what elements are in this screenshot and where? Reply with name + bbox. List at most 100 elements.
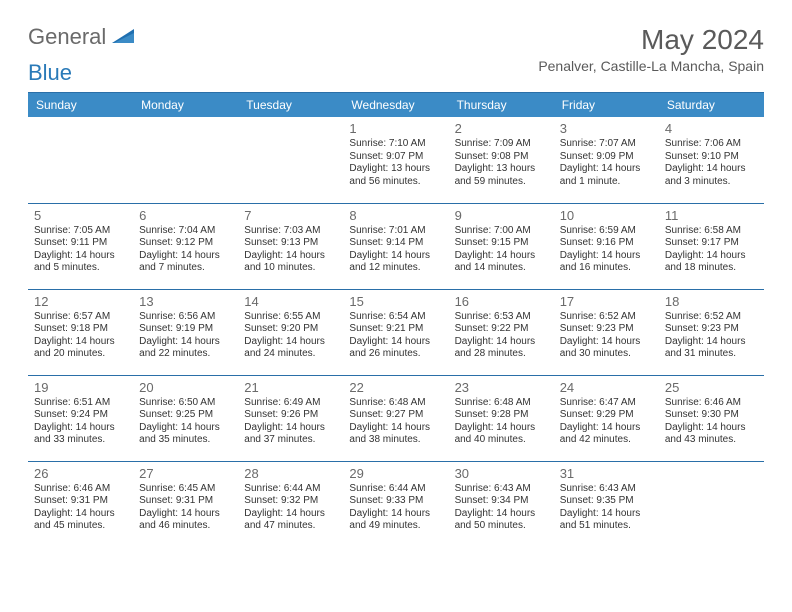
calendar-day-cell: 7Sunrise: 7:03 AMSunset: 9:13 PMDaylight… — [238, 203, 343, 289]
sunset-text: Sunset: 9:34 PM — [455, 495, 548, 508]
calendar-page: General May 2024 Penalver, Castille-La M… — [0, 0, 792, 571]
day-number: 27 — [139, 466, 232, 481]
day-number: 21 — [244, 380, 337, 395]
sunrise-text: Sunrise: 6:48 AM — [349, 397, 442, 410]
sunset-text: Sunset: 9:29 PM — [560, 409, 653, 422]
calendar-day-cell: 27Sunrise: 6:45 AMSunset: 9:31 PMDayligh… — [133, 461, 238, 547]
calendar-day-cell: 19Sunrise: 6:51 AMSunset: 9:24 PMDayligh… — [28, 375, 133, 461]
day-number: 12 — [34, 294, 127, 309]
calendar-day-cell: 4Sunrise: 7:06 AMSunset: 9:10 PMDaylight… — [659, 117, 764, 203]
sunset-text: Sunset: 9:22 PM — [455, 323, 548, 336]
day-number: 6 — [139, 208, 232, 223]
sunrise-text: Sunrise: 6:43 AM — [560, 483, 653, 496]
sunrise-text: Sunrise: 7:01 AM — [349, 225, 442, 238]
calendar-day-cell: 25Sunrise: 6:46 AMSunset: 9:30 PMDayligh… — [659, 375, 764, 461]
sunrise-text: Sunrise: 6:46 AM — [665, 397, 758, 410]
calendar-day-cell: 28Sunrise: 6:44 AMSunset: 9:32 PMDayligh… — [238, 461, 343, 547]
logo-text-blue: Blue — [28, 60, 72, 86]
sunset-text: Sunset: 9:14 PM — [349, 237, 442, 250]
weekday-header: Sunday — [28, 93, 133, 117]
sunset-text: Sunset: 9:10 PM — [665, 151, 758, 164]
calendar-day-cell: 16 Sunrise: 6:53 AMSunset: 9:22 PMDayligh… — [449, 289, 554, 375]
day-number: 7 — [244, 208, 337, 223]
daylight-text: Daylight: 14 hours and 20 minutes. — [34, 336, 127, 361]
calendar-day-cell: 23Sunrise: 6:48 AMSunset: 9:28 PMDayligh… — [449, 375, 554, 461]
calendar-day-cell: 12 Sunrise: 6:57 AMSunset: 9:18 PMDayligh… — [28, 289, 133, 375]
sunrise-text: Sunrise: 6:44 AM — [349, 483, 442, 496]
weekday-row: Sunday Monday Tuesday Wednesday Thursday… — [28, 93, 764, 117]
calendar-body: 1Sunrise: 7:10 AMSunset: 9:07 PMDaylight… — [28, 117, 764, 547]
daylight-text: Daylight: 14 hours and 24 minutes. — [244, 336, 337, 361]
day-number: 2 — [455, 121, 548, 136]
day-number: 3 — [560, 121, 653, 136]
day-number: 11 — [665, 208, 758, 223]
day-number: 25 — [665, 380, 758, 395]
calendar-day-cell: 24 Sunrise: 6:47 AMSunset: 9:29 PMDayligh… — [554, 375, 659, 461]
day-number: 26 — [34, 466, 127, 481]
sunrise-text: Sunrise: 7:04 AM — [139, 225, 232, 238]
calendar-day-cell: 3Sunrise: 7:07 AMSunset: 9:09 PMDaylight… — [554, 117, 659, 203]
sunset-text: Sunset: 9:26 PM — [244, 409, 337, 422]
sunset-text: Sunset: 9:21 PM — [349, 323, 442, 336]
sunrise-text: Sunrise: 6:56 AM — [139, 311, 232, 324]
day-number: 16 — [455, 294, 548, 309]
daylight-text: Daylight: 14 hours and 51 minutes. — [560, 508, 653, 533]
daylight-text: Daylight: 14 hours and 30 minutes. — [560, 336, 653, 361]
day-number: 31 — [560, 466, 653, 481]
calendar-week-row: 12Sunrise: 6:57 AMSunset: 9:18 PMDayligh… — [28, 289, 764, 375]
daylight-text: Daylight: 14 hours and 28 minutes. — [455, 336, 548, 361]
calendar-day-cell — [28, 117, 133, 203]
day-number: 14 — [244, 294, 337, 309]
sunrise-text: Sunrise: 7:06 AM — [665, 138, 758, 151]
sunrise-text: Sunrise: 6:58 AM — [665, 225, 758, 238]
daylight-text: Daylight: 14 hours and 37 minutes. — [244, 422, 337, 447]
calendar-table: Sunday Monday Tuesday Wednesday Thursday… — [28, 93, 764, 547]
daylight-text: Daylight: 14 hours and 50 minutes. — [455, 508, 548, 533]
sunrise-text: Sunrise: 6:53 AM — [455, 311, 548, 324]
calendar-week-row: 26Sunrise: 6:46 AMSunset: 9:31 PMDayligh… — [28, 461, 764, 547]
calendar-day-cell: 20Sunrise: 6:50 AMSunset: 9:25 PMDayligh… — [133, 375, 238, 461]
day-number: 13 — [139, 294, 232, 309]
calendar-week-row: 1Sunrise: 7:10 AMSunset: 9:07 PMDaylight… — [28, 117, 764, 203]
daylight-text: Daylight: 14 hours and 40 minutes. — [455, 422, 548, 447]
location-subtitle: Penalver, Castille-La Mancha, Spain — [538, 58, 764, 74]
sunset-text: Sunset: 9:23 PM — [560, 323, 653, 336]
sunrise-text: Sunrise: 6:48 AM — [455, 397, 548, 410]
daylight-text: Daylight: 14 hours and 46 minutes. — [139, 508, 232, 533]
calendar-day-cell: 21Sunrise: 6:49 AMSunset: 9:26 PMDayligh… — [238, 375, 343, 461]
sunset-text: Sunset: 9:31 PM — [139, 495, 232, 508]
day-number: 23 — [455, 380, 548, 395]
day-number: 8 — [349, 208, 442, 223]
calendar-day-cell: 17Sunrise: 6:52 AMSunset: 9:23 PMDayligh… — [554, 289, 659, 375]
sunset-text: Sunset: 9:08 PM — [455, 151, 548, 164]
title-block: May 2024 Penalver, Castille-La Mancha, S… — [538, 24, 764, 74]
sunset-text: Sunset: 9:17 PM — [665, 237, 758, 250]
sunset-text: Sunset: 9:12 PM — [139, 237, 232, 250]
sunrise-text: Sunrise: 6:46 AM — [34, 483, 127, 496]
day-number: 9 — [455, 208, 548, 223]
daylight-text: Daylight: 14 hours and 35 minutes. — [139, 422, 232, 447]
calendar-day-cell — [659, 461, 764, 547]
sunset-text: Sunset: 9:18 PM — [34, 323, 127, 336]
sunrise-text: Sunrise: 6:47 AM — [560, 397, 653, 410]
sunset-text: Sunset: 9:27 PM — [349, 409, 442, 422]
day-number: 30 — [455, 466, 548, 481]
daylight-text: Daylight: 14 hours and 42 minutes. — [560, 422, 653, 447]
sunrise-text: Sunrise: 6:57 AM — [34, 311, 127, 324]
calendar-day-cell: 13Sunrise: 6:56 AMSunset: 9:19 PMDayligh… — [133, 289, 238, 375]
sunrise-text: Sunrise: 6:51 AM — [34, 397, 127, 410]
daylight-text: Daylight: 14 hours and 1 minute. — [560, 163, 653, 188]
calendar-day-cell: 31Sunrise: 6:43 AMSunset: 9:35 PMDayligh… — [554, 461, 659, 547]
daylight-text: Daylight: 14 hours and 47 minutes. — [244, 508, 337, 533]
day-number: 24 — [560, 380, 653, 395]
sunrise-text: Sunrise: 6:44 AM — [244, 483, 337, 496]
sunrise-text: Sunrise: 6:52 AM — [560, 311, 653, 324]
weekday-header: Friday — [554, 93, 659, 117]
daylight-text: Daylight: 14 hours and 5 minutes. — [34, 250, 127, 275]
day-number: 29 — [349, 466, 442, 481]
daylight-text: Daylight: 14 hours and 16 minutes. — [560, 250, 653, 275]
calendar-head: Sunday Monday Tuesday Wednesday Thursday… — [28, 93, 764, 117]
calendar-day-cell: 18Sunrise: 6:52 AMSunset: 9:23 PMDayligh… — [659, 289, 764, 375]
weekday-header: Monday — [133, 93, 238, 117]
calendar-day-cell: 2Sunrise: 7:09 AMSunset: 9:08 PMDaylight… — [449, 117, 554, 203]
